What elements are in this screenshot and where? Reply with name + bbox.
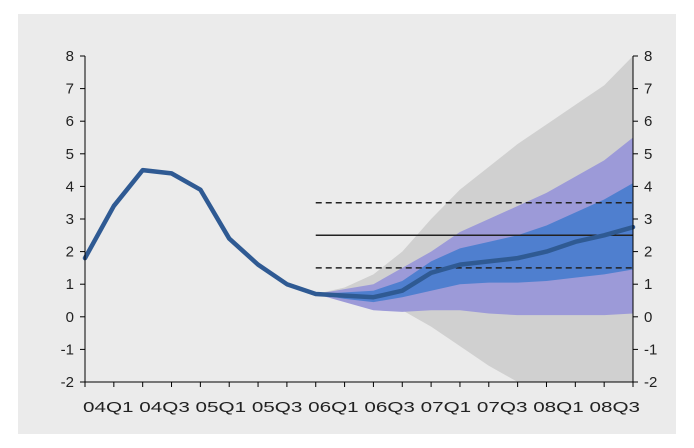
y-tick-label-left: -1: [61, 341, 74, 358]
x-tick-labels: 04Q1 04Q3 05Q1 05Q3 06Q1 06Q3 07Q1 07Q3 …: [83, 399, 640, 416]
y-tick-label-left: 0: [66, 309, 74, 326]
y-tick-label-right: 4: [644, 178, 652, 195]
y-tick-label-right: 1: [644, 276, 652, 293]
y-tick-label-right: -2: [644, 374, 657, 391]
y-tick-label-right: 8: [644, 48, 652, 65]
y-tick-label-left: 8: [66, 48, 74, 65]
y-tick-label-right: 6: [644, 113, 652, 130]
y-tick-label-left: 7: [66, 81, 74, 98]
y-tick-label-right: 2: [644, 244, 652, 261]
chart-frame: -2 -2 -1 -1 0 0 1 1 2 2 3 3 4 4 5 5 6 6 7 7 8 8 04Q1 04Q3 05Q1…: [18, 14, 676, 434]
y-tick-label-right: 5: [644, 146, 652, 163]
y-tick-label-left: 5: [66, 146, 74, 163]
y-tick-label-left: 1: [66, 276, 74, 293]
y-tick-label-left: 2: [66, 244, 74, 261]
y-tick-label-left: -2: [61, 374, 74, 391]
y-tick-label-right: -1: [644, 341, 657, 358]
y-tick-label-right: 3: [644, 211, 652, 228]
y-tick-label-left: 4: [66, 178, 74, 195]
y-tick-label-left: 6: [66, 113, 74, 130]
fan-chart: -2 -2 -1 -1 0 0 1 1 2 2 3 3 4 4 5 5 6 6 7 7 8 8 04Q1 04Q3 05Q1…: [18, 14, 676, 434]
y-tick-label-right: 7: [644, 81, 652, 98]
y-tick-label-right: 0: [644, 309, 652, 326]
y-tick-label-left: 3: [66, 211, 74, 228]
